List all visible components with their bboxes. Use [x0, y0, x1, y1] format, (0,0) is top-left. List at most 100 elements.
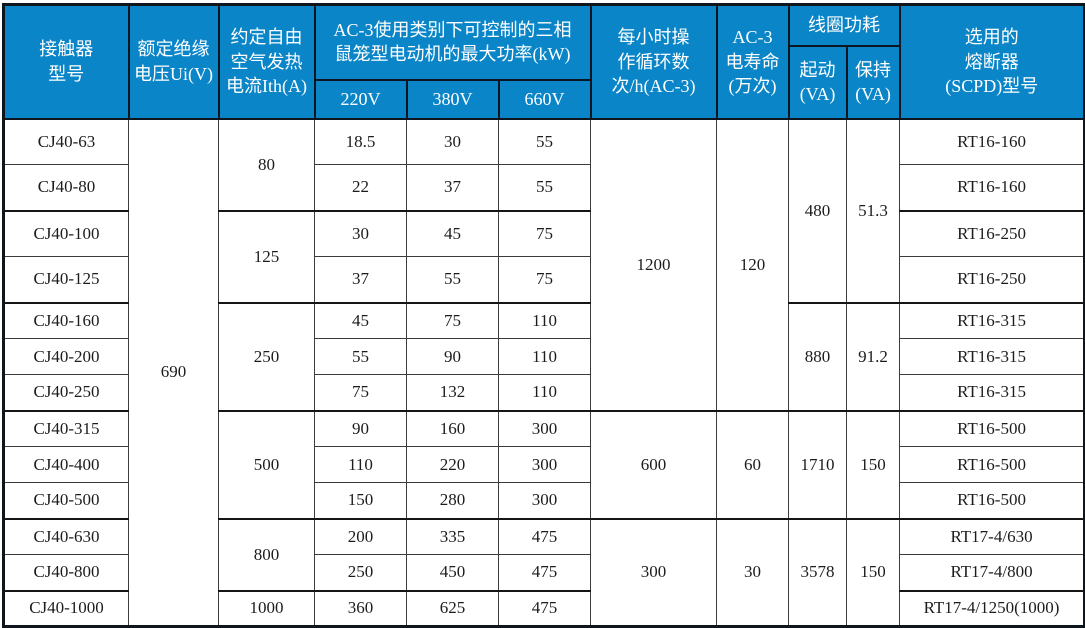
cell-model: CJ40-500: [3, 482, 129, 519]
cell-model: CJ40-1000: [3, 589, 129, 627]
cell-power-660v: 55: [497, 164, 592, 211]
cell-power-380v: 625: [406, 589, 499, 627]
cell-power-380v: 132: [406, 374, 499, 411]
cell-power-220v: 18.5: [314, 117, 407, 165]
header-max-power-group: AC-3使用类别下可控制的三相 鼠笼型电动机的最大功率(kW): [313, 3, 592, 81]
cell-model: CJ40-200: [3, 338, 129, 375]
cell-power-220v: 90: [314, 409, 407, 447]
cell-life: 30: [716, 517, 790, 627]
cell-power-380v: 37: [406, 164, 499, 211]
cell-model: CJ40-100: [3, 209, 129, 257]
header-660v: 660V: [497, 78, 592, 120]
table-row: CJ40-800 250 450 475 RT17-4/800: [3, 554, 1085, 591]
cell-model: CJ40-400: [3, 446, 129, 483]
cell-power-660v: 475: [497, 589, 592, 627]
cell-coil-hold: 150: [846, 409, 901, 519]
cell-model: CJ40-800: [3, 554, 129, 591]
cell-fuse: RT16-315: [899, 301, 1085, 339]
cell-power-660v: 110: [497, 338, 592, 375]
cell-power-660v: 300: [497, 409, 592, 447]
cell-power-660v: 475: [497, 554, 592, 591]
cell-ith: 80: [218, 117, 315, 211]
header-electrical-life: AC-3 电寿命 (万次): [715, 3, 790, 120]
cell-model: CJ40-125: [3, 256, 129, 303]
cell-life: 60: [716, 409, 790, 519]
header-coil-start: 起动 (VA): [787, 44, 848, 120]
header-cycles-per-hour: 每小时操 作循环数 次/h(AC-3): [589, 3, 718, 120]
cell-coil-start: 3578: [788, 517, 848, 627]
cell-fuse: RT16-250: [899, 209, 1085, 257]
cell-coil-hold: 91.2: [846, 301, 901, 411]
cell-power-660v: 55: [497, 117, 592, 165]
cell-ith: 250: [218, 301, 315, 411]
table-row: CJ40-200 55 90 110 RT16-315: [3, 338, 1085, 375]
cell-model: CJ40-160: [3, 301, 129, 339]
cell-power-380v: 75: [406, 301, 499, 339]
table-row: CJ40-400 110 220 300 RT16-500: [3, 446, 1085, 483]
cell-coil-hold: 150: [846, 517, 901, 627]
table-row: CJ40-315 500 90 160 300 600 60 1710 150 …: [3, 409, 1085, 519]
cell-power-660v: 300: [497, 482, 592, 519]
cell-voltage-690: 690: [128, 117, 219, 627]
cell-ith: 500: [218, 409, 315, 519]
cell-power-220v: 37: [314, 256, 407, 303]
cell-power-380v: 220: [406, 446, 499, 483]
table-row: CJ40-100 125 30 45 75 RT16-250: [3, 209, 1085, 303]
cell-fuse: RT17-4/800: [899, 554, 1085, 591]
cell-power-660v: 110: [497, 301, 592, 339]
cell-power-220v: 22: [314, 164, 407, 211]
contactor-spec-table: 接触器 型号 额定绝缘 电压Ui(V) 约定自由 空气发热 电流Ith(A) A…: [2, 3, 1085, 628]
header-thermal-current: 约定自由 空气发热 电流Ith(A): [217, 3, 316, 120]
cell-power-380v: 450: [406, 554, 499, 591]
cell-fuse: RT16-500: [899, 446, 1085, 483]
table-row: CJ40-125 37 55 75 RT16-250: [3, 256, 1085, 303]
cell-power-220v: 45: [314, 301, 407, 339]
cell-cycles: 300: [590, 517, 718, 627]
cell-model: CJ40-250: [3, 374, 129, 411]
cell-power-380v: 280: [406, 482, 499, 519]
cell-power-220v: 55: [314, 338, 407, 375]
cell-model: CJ40-80: [3, 164, 129, 211]
cell-power-660v: 75: [497, 209, 592, 257]
cell-power-380v: 55: [406, 256, 499, 303]
header-fuse-type: 选用的 熔断器 (SCPD)型号: [898, 3, 1085, 120]
header-380v: 380V: [405, 78, 500, 120]
cell-power-220v: 75: [314, 374, 407, 411]
cell-power-660v: 475: [497, 517, 592, 555]
table-row: CJ40-160 250 45 75 110 880 91.2 RT16-315: [3, 301, 1085, 411]
cell-fuse: RT16-500: [899, 482, 1085, 519]
table-row: CJ40-630 800 200 335 475 300 30 3578 150…: [3, 517, 1085, 627]
header-220v: 220V: [313, 78, 408, 120]
cell-fuse: RT16-500: [899, 409, 1085, 447]
header-coil-hold: 保持 (VA): [845, 44, 901, 120]
cell-power-660v: 75: [497, 256, 592, 303]
header-insulation-voltage: 额定绝缘 电压Ui(V): [127, 3, 220, 120]
cell-model: CJ40-63: [3, 117, 129, 165]
cell-power-220v: 110: [314, 446, 407, 483]
cell-power-660v: 300: [497, 446, 592, 483]
cell-ith: 800: [218, 517, 315, 591]
cell-power-220v: 150: [314, 482, 407, 519]
cell-ith: 125: [218, 209, 315, 303]
cell-model: CJ40-315: [3, 409, 129, 447]
cell-model: CJ40-630: [3, 517, 129, 555]
cell-fuse: RT16-160: [899, 117, 1085, 165]
table-row: CJ40-250 75 132 110 RT16-315: [3, 374, 1085, 411]
cell-coil-hold: 51.3: [846, 117, 901, 303]
cell-ith: 1000: [218, 589, 315, 627]
cell-power-380v: 335: [406, 517, 499, 555]
table-row: CJ40-63 690 80 18.5 30 55 1200 120 480 5…: [3, 117, 1085, 627]
table-row: CJ40-1000 1000 360 625 475 RT17-4/1250(1…: [3, 589, 1085, 627]
cell-cycles: 1200: [590, 117, 718, 411]
cell-power-380v: 30: [406, 117, 499, 165]
cell-power-220v: 250: [314, 554, 407, 591]
cell-coil-start: 1710: [788, 409, 848, 519]
header-model: 接触器 型号: [2, 3, 130, 120]
table-row: CJ40-500 150 280 300 RT16-500: [3, 482, 1085, 519]
cell-power-660v: 110: [497, 374, 592, 411]
cell-power-380v: 160: [406, 409, 499, 447]
cell-power-220v: 30: [314, 209, 407, 257]
cell-fuse: RT16-250: [899, 256, 1085, 303]
cell-power-220v: 360: [314, 589, 407, 627]
